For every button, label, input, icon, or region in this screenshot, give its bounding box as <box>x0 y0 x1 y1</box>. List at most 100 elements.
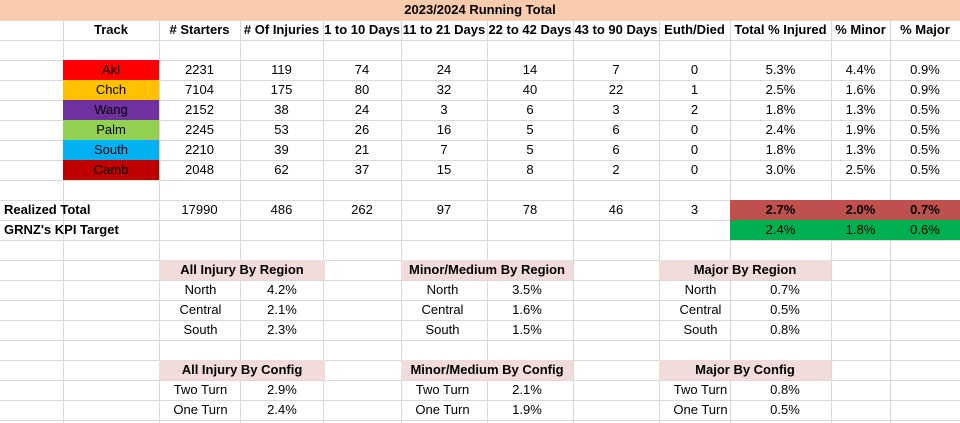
track-value-cell[interactable]: 5 <box>526 122 534 137</box>
track-value-cell[interactable]: 1.3% <box>845 102 876 117</box>
summary-row-value[interactable]: 2.1% <box>512 382 542 397</box>
summary-row-label[interactable]: North <box>184 282 217 297</box>
track-value-cell[interactable]: 3 <box>440 102 448 117</box>
realized-starters[interactable]: 17990 <box>181 202 218 217</box>
summary-row-label[interactable]: North <box>684 282 717 297</box>
track-value-cell[interactable]: 8 <box>526 162 534 177</box>
track-value-cell[interactable]: 7 <box>440 142 448 157</box>
track-name-cell[interactable]: Palm <box>63 120 159 140</box>
sheet-title[interactable]: 2023/2024 Running Total <box>0 0 960 20</box>
track-name-cell[interactable]: Camb <box>63 160 159 180</box>
summary-row-value[interactable]: 2.9% <box>267 382 297 397</box>
header-11-21[interactable]: 11 to 21 Days <box>402 22 486 37</box>
summary-table-title[interactable]: Minor/Medium By Region <box>401 260 573 280</box>
track-value-cell[interactable]: 24 <box>354 102 370 117</box>
track-value-cell[interactable]: 0 <box>690 142 699 157</box>
summary-row-label[interactable]: South <box>425 322 460 337</box>
track-value-cell[interactable]: 6 <box>612 122 620 137</box>
track-value-cell[interactable]: 2245 <box>185 122 214 137</box>
track-value-cell[interactable]: 1.8% <box>765 142 796 157</box>
track-value-cell[interactable]: 40 <box>522 82 538 97</box>
track-value-cell[interactable]: 0.9% <box>910 62 940 77</box>
summary-row-label[interactable]: Central <box>421 302 464 317</box>
track-value-cell[interactable]: 5.3% <box>765 62 796 77</box>
track-value-cell[interactable]: 0.5% <box>910 162 940 177</box>
track-value-cell[interactable]: 7 <box>612 62 620 77</box>
summary-row-value[interactable]: 0.8% <box>770 382 800 397</box>
track-value-cell[interactable]: 4.4% <box>845 62 876 77</box>
track-value-cell[interactable]: 6 <box>612 142 620 157</box>
track-value-cell[interactable]: 0 <box>690 162 699 177</box>
track-value-cell[interactable]: 3 <box>612 102 620 117</box>
track-value-cell[interactable]: 2231 <box>185 62 214 77</box>
track-value-cell[interactable]: 39 <box>274 142 289 157</box>
realized-11-21[interactable]: 97 <box>436 202 452 217</box>
track-value-cell[interactable]: 0.9% <box>910 82 940 97</box>
track-value-cell[interactable]: 7104 <box>185 82 214 97</box>
summary-row-value[interactable]: 0.5% <box>770 302 800 317</box>
summary-table-title[interactable]: All Injury By Config <box>159 360 325 380</box>
track-value-cell[interactable]: 21 <box>354 142 370 157</box>
realized-major-pct[interactable]: 0.7% <box>890 200 960 220</box>
realized-total-pct[interactable]: 2.7% <box>730 200 831 220</box>
track-value-cell[interactable]: 2.4% <box>765 122 796 137</box>
summary-row-label[interactable]: Central <box>679 302 722 317</box>
track-value-cell[interactable]: 22 <box>608 82 624 97</box>
track-name-cell[interactable]: South <box>63 140 159 160</box>
summary-row-value[interactable]: 2.1% <box>267 302 297 317</box>
summary-row-label[interactable]: Two Turn <box>415 382 470 397</box>
track-value-cell[interactable]: 3.0% <box>765 162 796 177</box>
summary-row-label[interactable]: Two Turn <box>673 382 728 397</box>
track-value-cell[interactable]: 6 <box>526 102 534 117</box>
header-1-10[interactable]: 1 to 10 Days <box>324 22 400 37</box>
summary-row-label[interactable]: One Turn <box>173 402 228 417</box>
summary-row-value[interactable]: 2.4% <box>267 402 297 417</box>
header-injuries[interactable]: # Of Injuries <box>243 22 320 37</box>
summary-row-label[interactable]: Two Turn <box>173 382 228 397</box>
track-value-cell[interactable]: 2.5% <box>765 82 796 97</box>
track-value-cell[interactable]: 175 <box>270 82 293 97</box>
track-value-cell[interactable]: 2 <box>690 102 699 117</box>
track-value-cell[interactable]: 1.3% <box>845 142 876 157</box>
track-name-cell[interactable]: Wang <box>63 100 159 120</box>
track-value-cell[interactable]: 2152 <box>185 102 214 117</box>
track-value-cell[interactable]: 37 <box>354 162 370 177</box>
track-value-cell[interactable]: 0 <box>690 122 699 137</box>
summary-row-value[interactable]: 1.6% <box>512 302 542 317</box>
kpi-minor-pct[interactable]: 1.8% <box>831 220 890 240</box>
track-value-cell[interactable]: 14 <box>522 62 538 77</box>
track-value-cell[interactable]: 2048 <box>185 162 214 177</box>
summary-row-label[interactable]: North <box>426 282 459 297</box>
track-name-cell[interactable]: Akl <box>63 60 159 80</box>
kpi-major-pct[interactable]: 0.6% <box>890 220 960 240</box>
track-value-cell[interactable]: 0.5% <box>910 102 940 117</box>
summary-row-value[interactable]: 1.5% <box>512 322 542 337</box>
track-value-cell[interactable]: 26 <box>354 122 370 137</box>
summary-row-label[interactable]: South <box>183 322 218 337</box>
track-value-cell[interactable]: 2210 <box>185 142 214 157</box>
track-value-cell[interactable]: 1 <box>690 82 699 97</box>
summary-table-title[interactable]: Major By Config <box>659 360 831 380</box>
realized-22-42[interactable]: 78 <box>522 202 538 217</box>
track-value-cell[interactable]: 80 <box>354 82 370 97</box>
kpi-total-pct[interactable]: 2.4% <box>730 220 831 240</box>
track-value-cell[interactable]: 16 <box>436 122 452 137</box>
header-total-pct[interactable]: Total % Injured <box>734 22 827 37</box>
track-value-cell[interactable]: 2.5% <box>845 162 876 177</box>
track-value-cell[interactable]: 24 <box>436 62 452 77</box>
summary-row-value[interactable]: 3.5% <box>512 282 542 297</box>
summary-row-value[interactable]: 0.5% <box>770 402 800 417</box>
track-value-cell[interactable]: 1.6% <box>845 82 876 97</box>
summary-row-value[interactable]: 1.9% <box>512 402 542 417</box>
header-euth[interactable]: Euth/Died <box>664 22 725 37</box>
realized-43-90[interactable]: 46 <box>608 202 624 217</box>
realized-euth[interactable]: 3 <box>690 202 699 217</box>
summary-row-label[interactable]: South <box>683 322 718 337</box>
track-value-cell[interactable]: 0 <box>690 62 699 77</box>
summary-row-value[interactable]: 0.8% <box>770 322 800 337</box>
realized-minor-pct[interactable]: 2.0% <box>831 200 890 220</box>
track-value-cell[interactable]: 119 <box>271 62 292 77</box>
track-value-cell[interactable]: 53 <box>274 122 289 137</box>
summary-row-label[interactable]: One Turn <box>673 402 728 417</box>
track-value-cell[interactable]: 32 <box>436 82 452 97</box>
